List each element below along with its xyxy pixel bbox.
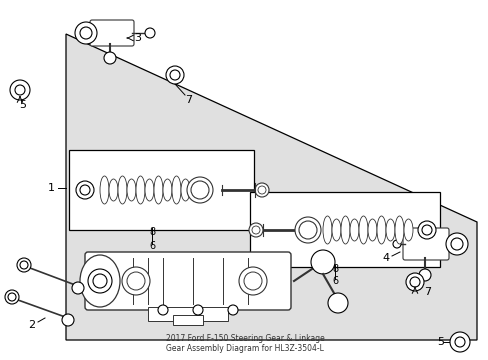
Circle shape — [244, 272, 262, 290]
Text: 5: 5 — [20, 100, 26, 110]
Circle shape — [294, 217, 320, 243]
Ellipse shape — [145, 179, 154, 201]
Bar — [249, 192, 439, 267]
Text: 6: 6 — [331, 276, 337, 286]
Circle shape — [75, 22, 97, 44]
Circle shape — [258, 186, 265, 194]
Ellipse shape — [127, 179, 136, 201]
Ellipse shape — [340, 216, 349, 244]
Circle shape — [10, 80, 30, 100]
Ellipse shape — [118, 176, 127, 204]
Ellipse shape — [136, 176, 145, 204]
Ellipse shape — [385, 219, 394, 241]
Text: 3: 3 — [134, 33, 141, 43]
Circle shape — [8, 293, 16, 301]
Text: 6: 6 — [149, 241, 155, 251]
Text: 5: 5 — [436, 337, 443, 347]
Circle shape — [165, 66, 183, 84]
Circle shape — [239, 267, 266, 295]
Ellipse shape — [331, 219, 340, 241]
Circle shape — [405, 273, 423, 291]
Ellipse shape — [181, 179, 190, 201]
FancyBboxPatch shape — [85, 252, 290, 310]
Ellipse shape — [349, 219, 358, 241]
Circle shape — [310, 250, 334, 274]
Circle shape — [254, 183, 268, 197]
Circle shape — [251, 226, 260, 234]
Ellipse shape — [80, 255, 120, 307]
Circle shape — [418, 269, 430, 281]
Ellipse shape — [100, 176, 109, 204]
Ellipse shape — [154, 176, 163, 204]
Circle shape — [193, 305, 203, 315]
Circle shape — [186, 177, 213, 203]
FancyBboxPatch shape — [402, 228, 448, 260]
Circle shape — [72, 282, 84, 294]
Ellipse shape — [109, 179, 118, 201]
Ellipse shape — [403, 219, 412, 241]
Text: 7: 7 — [184, 95, 192, 105]
Ellipse shape — [376, 216, 385, 244]
Circle shape — [15, 85, 25, 95]
Circle shape — [93, 274, 107, 288]
Text: 7: 7 — [423, 287, 430, 297]
Text: 4: 4 — [381, 253, 388, 263]
Circle shape — [62, 314, 74, 326]
Circle shape — [104, 52, 116, 64]
Bar — [69, 150, 253, 230]
FancyBboxPatch shape — [90, 20, 134, 46]
Text: 8: 8 — [149, 227, 155, 237]
Circle shape — [417, 221, 435, 239]
Circle shape — [80, 185, 90, 195]
Circle shape — [445, 233, 467, 255]
Text: 2017 Ford F-150 Steering Gear & Linkage
Gear Assembly Diagram for HL3Z-3504-L: 2017 Ford F-150 Steering Gear & Linkage … — [165, 334, 324, 353]
Circle shape — [20, 261, 28, 269]
Circle shape — [5, 290, 19, 304]
Text: 1: 1 — [48, 183, 55, 193]
Circle shape — [170, 70, 180, 80]
Circle shape — [80, 27, 92, 39]
Circle shape — [158, 305, 168, 315]
Text: 2: 2 — [28, 320, 35, 330]
Circle shape — [327, 293, 347, 313]
Ellipse shape — [163, 179, 172, 201]
Circle shape — [248, 223, 263, 237]
Ellipse shape — [323, 216, 331, 244]
Text: 8: 8 — [331, 264, 337, 274]
Circle shape — [450, 238, 462, 250]
Circle shape — [127, 272, 145, 290]
Ellipse shape — [367, 219, 376, 241]
Polygon shape — [66, 34, 476, 340]
Circle shape — [88, 269, 112, 293]
Circle shape — [145, 28, 155, 38]
Circle shape — [17, 258, 31, 272]
Circle shape — [409, 277, 419, 287]
Circle shape — [191, 181, 208, 199]
Circle shape — [227, 305, 238, 315]
Circle shape — [122, 267, 150, 295]
Bar — [173, 315, 203, 325]
Ellipse shape — [172, 176, 181, 204]
Ellipse shape — [394, 216, 403, 244]
Circle shape — [298, 221, 316, 239]
Circle shape — [449, 332, 469, 352]
Bar — [148, 307, 227, 321]
Circle shape — [76, 181, 94, 199]
Ellipse shape — [358, 216, 367, 244]
Circle shape — [392, 240, 400, 248]
Circle shape — [454, 337, 464, 347]
Circle shape — [421, 225, 431, 235]
